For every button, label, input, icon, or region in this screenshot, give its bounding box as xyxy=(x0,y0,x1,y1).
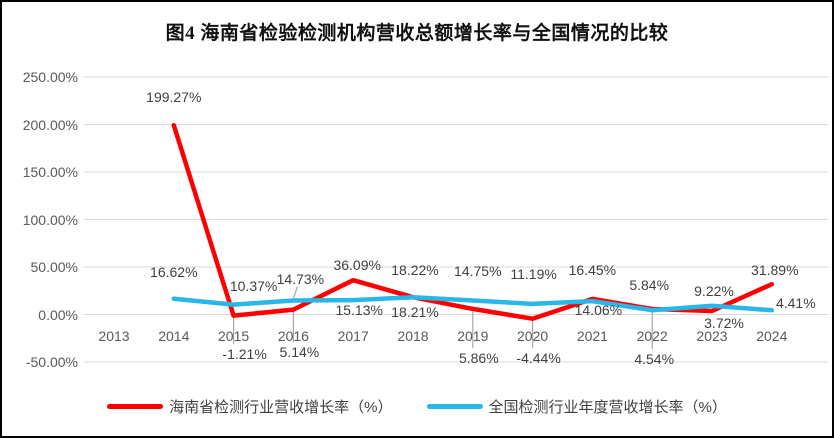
label-leader-line xyxy=(292,286,298,299)
legend-item-national: 全国检测行业年度营收增长率（%） xyxy=(426,396,727,417)
hainan-series-line xyxy=(171,122,775,321)
national-series-line xyxy=(171,294,775,313)
legend-item-hainan: 海南省检测行业营收增长率（%） xyxy=(107,396,393,417)
legend: 海南省检测行业营收增长率（%） 全国检测行业年度营收增长率（%） xyxy=(2,396,832,417)
chart-title: 图4 海南省检验检测机构营收总额增长率与全国情况的比较 xyxy=(165,23,669,44)
hainan-line-swatch xyxy=(107,404,164,409)
national-line-swatch xyxy=(426,404,483,409)
legend-label-hainan: 海南省检测行业营收增长率（%） xyxy=(169,399,393,416)
legend-label-national: 全国检测行业年度营收增长率（%） xyxy=(488,399,727,416)
